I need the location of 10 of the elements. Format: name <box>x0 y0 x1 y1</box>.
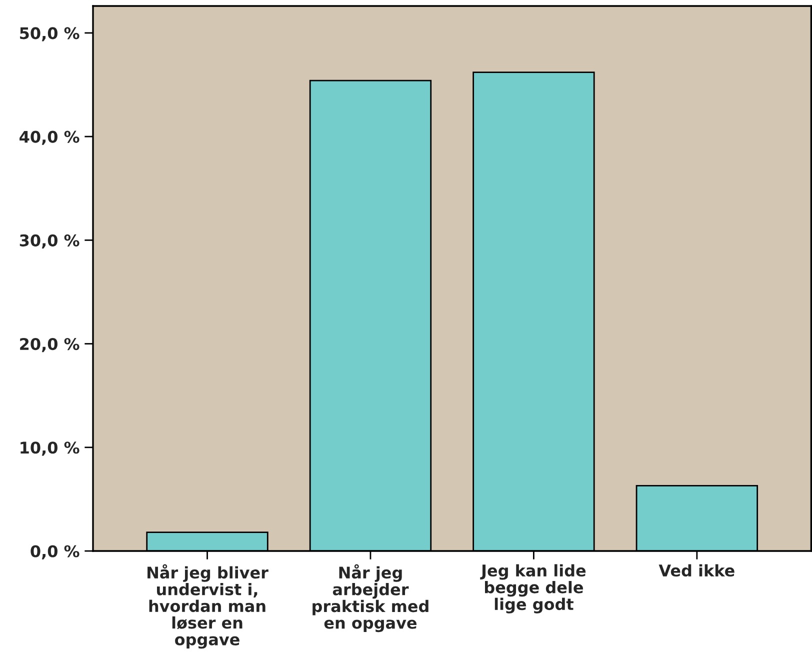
y-tick-label: 0,0 % <box>30 545 80 560</box>
y-tick-label: 10,0 % <box>20 442 80 456</box>
y-tick-label: 50,0 % <box>20 27 80 42</box>
x-tick-label: Ved ikke <box>658 564 734 577</box>
y-tick-label: 40,0 % <box>20 130 80 145</box>
x-tick-label: Jeg kan lide begge dele lige godt <box>480 564 586 614</box>
y-tick-label: 20,0 % <box>20 338 80 352</box>
x-tick-label: Når jeg bliver undervist i, hvordan man løser en opgave <box>148 564 268 649</box>
y-tick-label: 30,0 % <box>20 234 80 248</box>
x-tick-label: Når jeg arbejder praktisk med en opgave <box>312 564 428 632</box>
